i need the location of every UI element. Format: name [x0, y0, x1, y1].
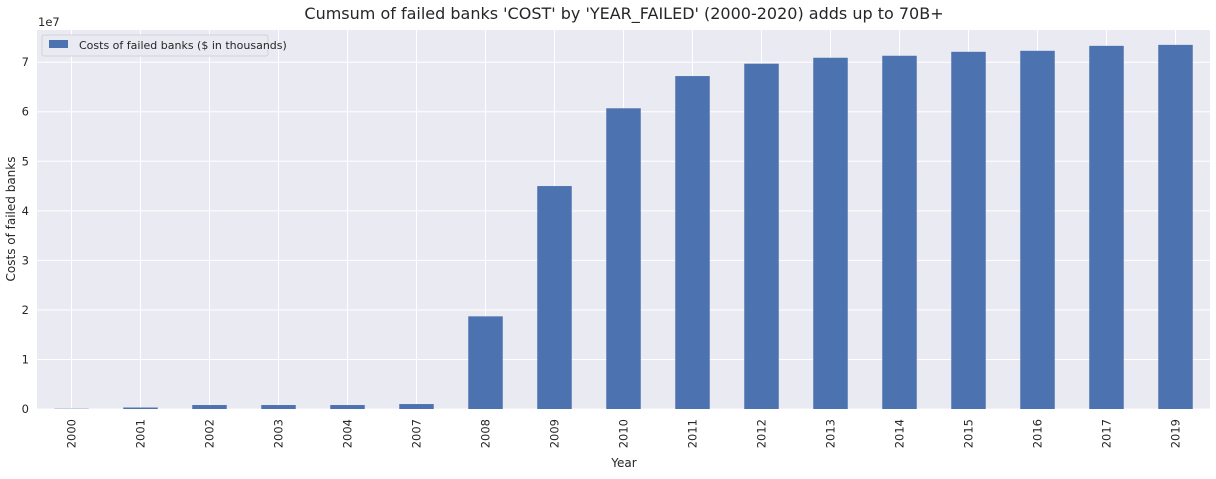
x-tick-label: 2013 — [824, 419, 838, 448]
x-tick-label: 2015 — [962, 419, 976, 448]
y-tick-label: 5 — [22, 154, 29, 168]
bar-2001 — [123, 408, 158, 409]
bar-2008 — [468, 316, 503, 409]
bar-2010 — [606, 108, 641, 409]
x-tick-label: 2014 — [893, 419, 907, 448]
bar-2014 — [882, 56, 917, 409]
x-tick-label: 2008 — [479, 419, 493, 448]
x-tick-label: 2017 — [1100, 419, 1114, 448]
bar-2002 — [192, 405, 227, 409]
y-axis-ticks: 0 1 2 3 4 5 6 7 — [22, 55, 29, 416]
y-tick-label: 0 — [22, 402, 29, 416]
x-tick-label: 2001 — [134, 419, 148, 448]
x-axis-label: Year — [610, 456, 636, 470]
x-tick-label: 2009 — [548, 419, 562, 448]
bar-2015 — [951, 52, 986, 409]
bar-2013 — [813, 58, 848, 409]
y-axis-scale-label: 1e7 — [38, 15, 60, 29]
x-tick-label: 2011 — [686, 419, 700, 448]
legend: Costs of failed banks ($ in thousands) — [42, 35, 287, 56]
y-tick-label: 4 — [22, 204, 29, 218]
y-tick-label: 3 — [22, 253, 29, 267]
y-tick-label: 7 — [22, 55, 29, 69]
x-tick-label: 2019 — [1169, 419, 1183, 448]
bar-2011 — [675, 76, 710, 409]
chart-title: Cumsum of failed banks 'COST' by 'YEAR_F… — [304, 4, 943, 24]
bar-2007 — [399, 404, 434, 409]
x-tick-label: 2007 — [410, 419, 424, 448]
x-tick-label: 2004 — [341, 419, 355, 448]
bar-2016 — [1020, 51, 1055, 409]
y-tick-label: 1 — [22, 352, 29, 366]
x-tick-label: 2010 — [617, 419, 631, 448]
y-tick-label: 6 — [22, 105, 29, 119]
x-tick-label: 2002 — [203, 419, 217, 448]
bar-2019 — [1158, 45, 1193, 409]
y-axis-label: Costs of failed banks — [4, 157, 18, 282]
bar-2003 — [261, 405, 296, 409]
x-tick-label: 2000 — [65, 419, 79, 448]
bar-2017 — [1089, 46, 1124, 409]
legend-label: Costs of failed banks ($ in thousands) — [79, 39, 287, 52]
legend-swatch — [49, 40, 68, 48]
x-tick-label: 2012 — [755, 419, 769, 448]
bar-2012 — [744, 64, 779, 409]
bar-2004 — [330, 405, 365, 409]
x-axis-ticks: 2000 2001 2002 2003 2004 2007 2008 2009 2010 2011… — [65, 419, 1183, 448]
y-tick-label: 2 — [22, 303, 29, 317]
x-tick-label: 2003 — [272, 419, 286, 448]
bar-2009 — [537, 186, 572, 409]
x-tick-label: 2016 — [1031, 419, 1045, 448]
